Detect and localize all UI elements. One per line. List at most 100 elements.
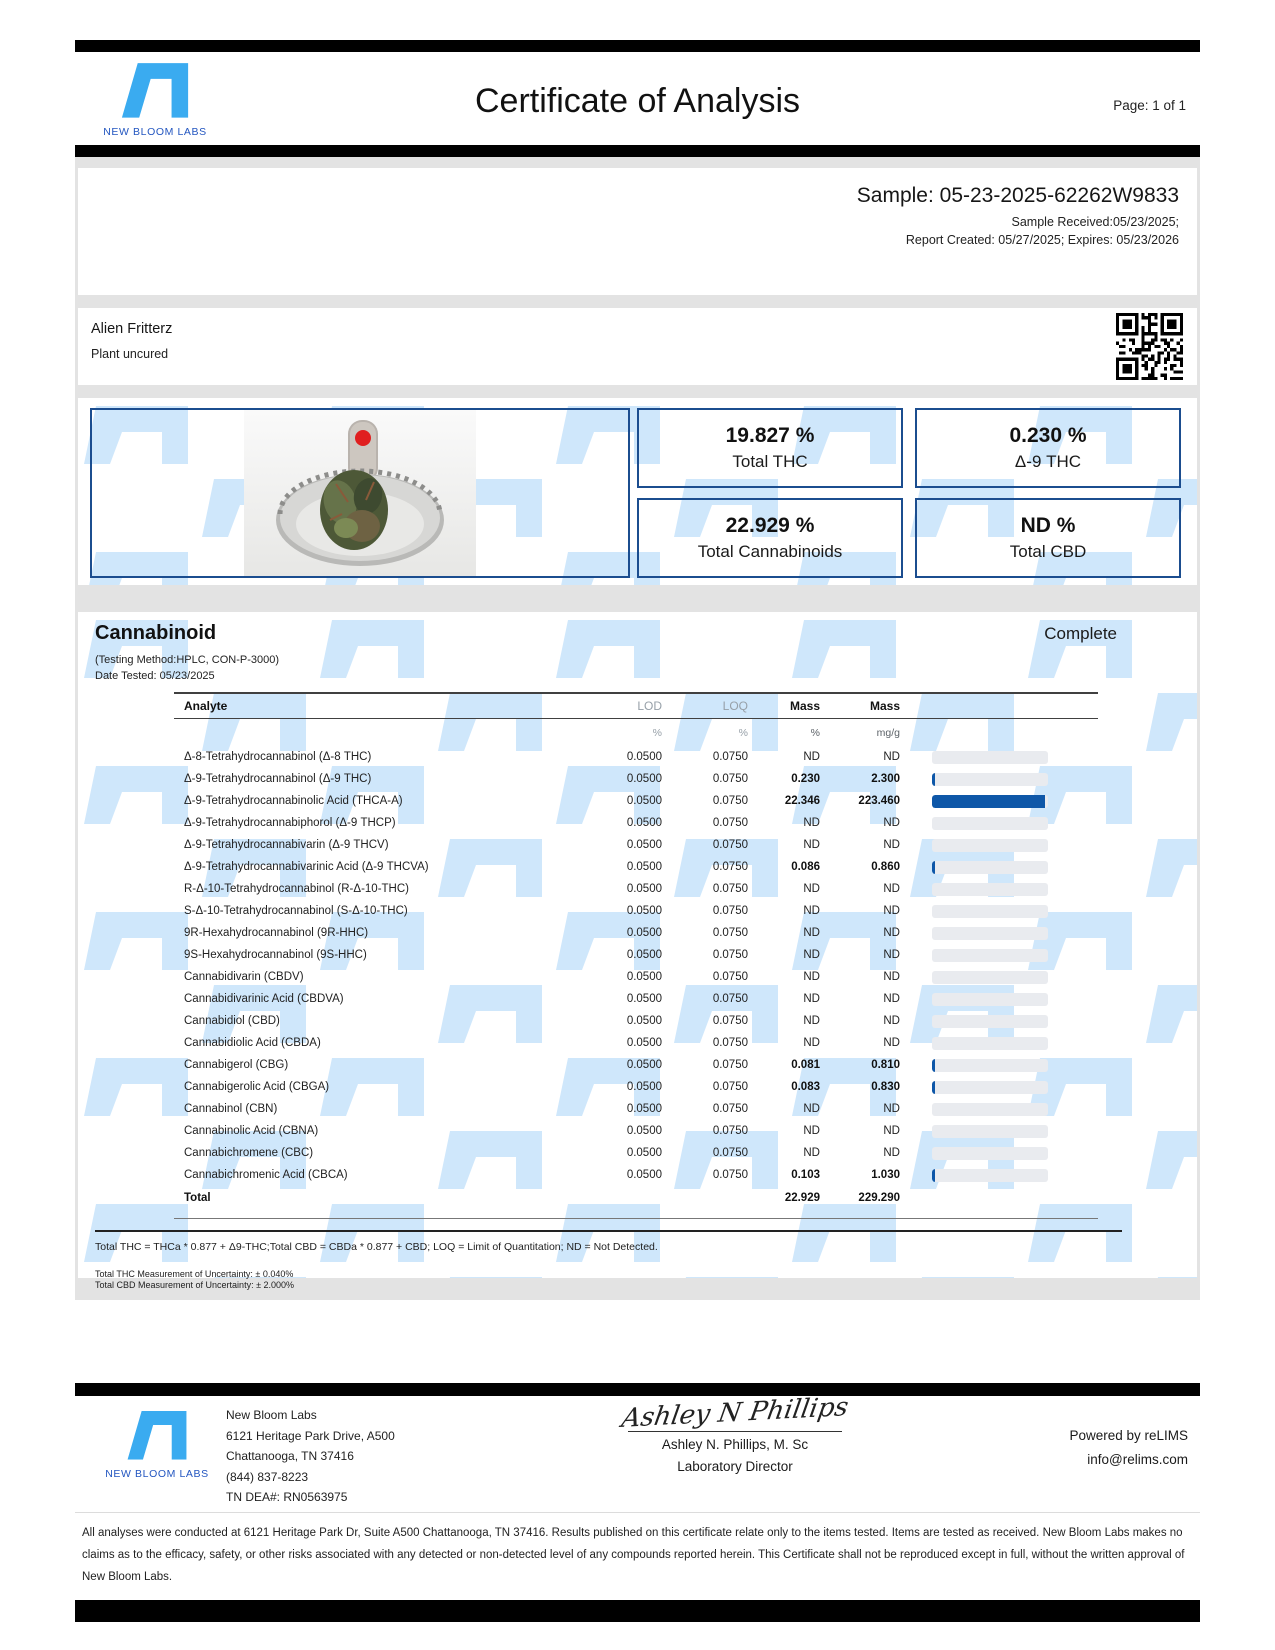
table-row: Cannabidivarinic Acid (CBDVA) 0.0500 0.075… xyxy=(174,988,1098,1010)
analyte-rows: Δ-8-Tetrahydrocannabinol (Δ-8 THC) 0.0500… xyxy=(174,746,1098,1186)
legal-disclaimer: All analyses were conducted at 6121 Heri… xyxy=(82,1527,1185,1583)
product-type: Plant uncured xyxy=(91,347,169,361)
col-mass-mgg: Mass xyxy=(869,699,900,713)
mass-bar-track xyxy=(932,882,1048,896)
sample-received: Sample Received:05/23/2025; xyxy=(1011,215,1179,229)
table-row: 9S-Hexahydrocannabinol (9S-HHC) 0.0500 0.0… xyxy=(174,944,1098,966)
mass-bar-fill xyxy=(932,860,935,874)
page-number: Page: 1 of 1 xyxy=(1113,98,1186,113)
sample-info-card: Sample: 05-23-2025-62262W9833 Sample Rec… xyxy=(78,168,1197,295)
testing-method: (Testing Method:HPLC, CON-P-3000) xyxy=(95,654,280,666)
bottom-rule-bar xyxy=(75,1600,1200,1622)
mass-bar-track xyxy=(932,904,1048,918)
stat-value: ND % xyxy=(1020,514,1076,537)
lab-dea-number: TN DEA#: RN0563975 xyxy=(226,1490,348,1504)
mass-bar-fill xyxy=(932,1168,935,1182)
lab-logo: NEW BLOOM LABS xyxy=(97,60,213,138)
mass-bar-track xyxy=(932,794,1048,808)
total-mass-pct: 22.929 xyxy=(784,1192,820,1204)
stat-label: Total Cannabinoids xyxy=(697,542,843,561)
mass-bar-track xyxy=(932,1102,1048,1116)
cbd-uncertainty: Total CBD Measurement of Uncertainty: ± … xyxy=(95,1279,295,1290)
logo-wordmark: NEW BLOOM LABS xyxy=(103,126,207,138)
lab-address-1: 6121 Heritage Park Drive, A500 xyxy=(226,1428,395,1443)
table-row: Cannabichromene (CBC) 0.0500 0.0750 ND ND xyxy=(174,1142,1098,1164)
mass-bar-track xyxy=(932,1146,1048,1160)
table-row: R-Δ-10-Tetrahydrocannabinol (R-Δ-10-THC)… xyxy=(174,878,1098,900)
table-bottom-rule xyxy=(174,1218,1098,1219)
header-rule-bar xyxy=(75,145,1200,157)
sample-photo-frame xyxy=(90,408,630,578)
stat-label: Total CBD xyxy=(1009,542,1087,561)
new-bloom-labs-logo-icon xyxy=(125,1408,189,1460)
mass-bar-track xyxy=(932,860,1048,874)
watermark-pattern xyxy=(78,612,1197,1278)
product-card: Alien Fritterz Plant uncured xyxy=(78,308,1197,385)
table-total-row: Total 22.929 229.290 xyxy=(174,1186,1098,1210)
table-row: 9R-Hexahydrocannabinol (9R-HHC) 0.0500 0.0… xyxy=(174,922,1098,944)
unit-mass-pct: % xyxy=(810,726,820,739)
top-rule-bar xyxy=(75,40,1200,52)
mass-bar-track xyxy=(932,926,1048,940)
stat-label: Total THC xyxy=(732,452,808,471)
signature-block: Ashley N Phillips Ashley N. Phillips, M.… xyxy=(610,1392,860,1474)
lab-address-2: Chattanooga, TN 37416 xyxy=(226,1449,354,1463)
table-row: Δ-9-Tetrahydrocannabinolic Acid (THCA-A)… xyxy=(174,790,1098,812)
col-mass-pct: Mass xyxy=(789,699,820,713)
table-header-row: Analyte LOD LOQ Mass Mass xyxy=(174,692,1098,719)
mass-bar-track xyxy=(932,750,1048,764)
section-bottom-rule xyxy=(95,1230,1122,1232)
total-label: Total xyxy=(184,1192,211,1204)
mass-bar-track xyxy=(932,1124,1048,1138)
mass-bar-fill xyxy=(932,1080,935,1094)
sample-info: Sample: 05-23-2025-62262W9833 Sample Rec… xyxy=(78,168,1197,247)
mass-bar-track xyxy=(932,948,1048,962)
table-row: Δ-9-Tetrahydrocannabivarinic Acid (Δ-9 T… xyxy=(174,856,1098,878)
document-header: NEW BLOOM LABS Certificate of Analysis P… xyxy=(75,52,1200,145)
signer-title: Laboratory Director xyxy=(677,1459,793,1474)
unit-loq: % xyxy=(738,726,748,739)
stat-value: 0.230 % xyxy=(1009,424,1087,447)
cannabinoid-section: Cannabinoid Complete (Testing Method:HPL… xyxy=(78,612,1197,1290)
logo-wordmark: NEW BLOOM LABS xyxy=(105,1468,209,1480)
lab-name: New Bloom Labs xyxy=(226,1408,317,1422)
section-title: Cannabinoid xyxy=(95,622,217,644)
stat-label: Δ-9 THC xyxy=(1014,452,1082,471)
lab-phone: (844) 837-8223 xyxy=(226,1469,309,1484)
stat-value: 22.929 % xyxy=(725,514,815,537)
signature-handwriting: Ashley N Phillips xyxy=(619,1392,851,1434)
footer-rule-bar xyxy=(75,1383,1200,1396)
col-lod: LOD xyxy=(637,699,662,713)
red-dot-sticker xyxy=(355,430,371,446)
stat-delta9-thc: 0.230 % Δ-9 THC xyxy=(915,408,1181,488)
table-row: Cannabidivarin (CBDV) 0.0500 0.0750 ND ND xyxy=(174,966,1098,988)
table-row: Cannabichromenic Acid (CBCA) 0.0500 0.0750… xyxy=(174,1164,1098,1186)
date-tested: Date Tested: 05/23/2025 xyxy=(95,670,215,682)
mass-bar-fill xyxy=(932,772,935,786)
unit-mass-mgg: mg/g xyxy=(876,726,900,739)
table-row: Cannabidiol (CBD) 0.0500 0.0750 ND ND xyxy=(174,1010,1098,1032)
product-name: Alien Fritterz xyxy=(91,321,173,337)
mass-bar-track xyxy=(932,1014,1048,1028)
summary-card: 19.827 % Total THC 0.230 % Δ-9 THC 22.92… xyxy=(78,398,1197,585)
table-row: S-Δ-10-Tetrahydrocannabinol (S-Δ-10-THC)… xyxy=(174,900,1098,922)
section-header: Cannabinoid Complete xyxy=(78,612,1197,645)
analyte-table: Analyte LOD LOQ Mass Mass % % % mg/g xyxy=(174,692,1098,1210)
stat-total-cbd: ND % Total CBD xyxy=(915,498,1181,578)
col-analyte: Analyte xyxy=(184,699,228,713)
footer-divider xyxy=(75,1512,1200,1513)
mass-bar-track xyxy=(932,1168,1048,1182)
stat-value: 19.827 % xyxy=(725,424,815,447)
signer-name: Ashley N. Phillips, M. Sc xyxy=(661,1437,809,1452)
unit-lod: % xyxy=(652,726,662,739)
stat-total-cannabinoids: 22.929 % Total Cannabinoids xyxy=(637,498,903,578)
table-units-row: % % % mg/g xyxy=(174,719,1098,746)
lab-contact-info: New Bloom Labs 6121 Heritage Park Drive,… xyxy=(226,1405,395,1508)
powered-by-block: Powered by reLIMS info@relims.com xyxy=(1069,1424,1188,1472)
stat-total-thc: 19.827 % Total THC xyxy=(637,408,903,488)
mass-bar-track xyxy=(932,1036,1048,1050)
sample-photo xyxy=(244,410,476,576)
mass-bar-track xyxy=(932,1058,1048,1072)
table-row: Cannabinolic Acid (CBNA) 0.0500 0.0750 ND ND xyxy=(174,1120,1098,1142)
